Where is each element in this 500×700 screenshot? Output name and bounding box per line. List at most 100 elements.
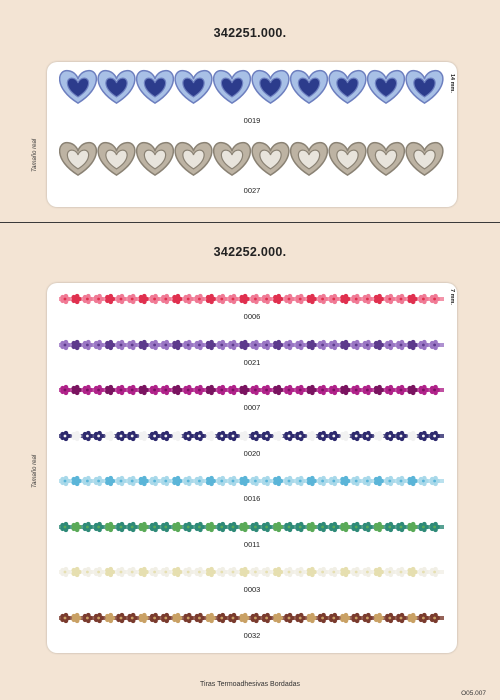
flower-center xyxy=(108,388,112,392)
flower-center xyxy=(310,297,313,301)
flower-petal xyxy=(242,475,248,481)
flower-petal xyxy=(261,480,267,486)
flower-center xyxy=(198,616,201,619)
flower-center xyxy=(410,388,414,392)
flower-petal xyxy=(164,521,170,526)
flower-center xyxy=(332,570,336,574)
flower-center xyxy=(388,570,392,574)
flower-center xyxy=(130,434,134,437)
flower-petal xyxy=(343,566,349,572)
flower-petal xyxy=(60,616,65,622)
flower-center xyxy=(209,479,213,483)
flower-petal xyxy=(265,566,270,572)
flower-center xyxy=(310,388,313,392)
flower-petal xyxy=(217,434,222,440)
flower-petal xyxy=(351,525,357,531)
flower-petal xyxy=(422,475,427,481)
flower-petal xyxy=(105,389,110,395)
flower-petal xyxy=(265,293,270,299)
flower-petal xyxy=(295,434,301,440)
flower-center xyxy=(321,616,324,619)
flower-center xyxy=(220,343,224,346)
flower-petal xyxy=(254,339,259,344)
flower-petal xyxy=(407,616,413,622)
flower-center xyxy=(377,479,380,483)
flower-center xyxy=(433,525,436,528)
flower-center xyxy=(142,570,145,574)
flower-petal xyxy=(276,612,282,617)
flower-petal xyxy=(82,298,88,304)
flower-center xyxy=(332,434,336,437)
heart-inner xyxy=(413,77,436,98)
flower-petal xyxy=(366,612,371,617)
flower-petal xyxy=(138,525,144,531)
flower-petal xyxy=(298,339,304,344)
flower-petal xyxy=(97,384,102,390)
flower-center xyxy=(332,343,336,346)
flower-center xyxy=(298,434,302,437)
flower-petal xyxy=(142,475,147,481)
flower-petal xyxy=(295,525,301,531)
flower-center xyxy=(63,479,67,483)
flower-petal xyxy=(183,616,189,622)
flower-center xyxy=(276,570,280,574)
flower-petal xyxy=(407,525,413,531)
flower-petal xyxy=(239,571,245,577)
flower-petal xyxy=(373,480,379,486)
flower-petal xyxy=(310,612,315,617)
flower-petal xyxy=(254,566,259,572)
flower-center xyxy=(130,297,134,301)
flower-center xyxy=(343,434,347,437)
flower-center xyxy=(175,525,179,528)
flower-petal xyxy=(198,566,203,572)
flower-center xyxy=(198,434,201,437)
flower-petal xyxy=(138,480,144,486)
flower-center xyxy=(220,525,224,528)
flower-petal xyxy=(149,389,155,395)
flower-center xyxy=(97,297,100,301)
flower-petal xyxy=(108,612,114,617)
flower-petal xyxy=(153,339,158,344)
flower-petal xyxy=(228,434,233,440)
flower-petal xyxy=(388,475,394,481)
flower-petal xyxy=(354,566,360,572)
flower-petal xyxy=(242,384,248,390)
flower-petal xyxy=(153,521,158,526)
flower-petal xyxy=(340,525,345,531)
flower-petal xyxy=(209,430,214,435)
flower-petal xyxy=(119,521,125,526)
flower-petal xyxy=(138,571,144,577)
flower-petal xyxy=(429,480,435,486)
flower-petal xyxy=(71,389,77,395)
flower-petal xyxy=(231,521,237,526)
flower-strip-0032 xyxy=(59,612,444,623)
flower-petal xyxy=(63,430,69,435)
flower-center xyxy=(298,388,302,392)
flower-petal xyxy=(97,612,102,617)
flower-center xyxy=(287,616,291,619)
flower-petal xyxy=(242,293,248,299)
flower-center xyxy=(276,297,280,301)
flower-center xyxy=(422,343,425,346)
flower-center xyxy=(254,434,257,437)
flower-petal xyxy=(186,384,192,390)
flower-center xyxy=(254,388,257,392)
flower-center xyxy=(422,297,425,301)
flower-petal xyxy=(351,571,357,577)
flower-petal xyxy=(60,389,65,395)
flower-petal xyxy=(340,571,345,577)
flower-petal xyxy=(317,571,323,577)
flower-center xyxy=(231,570,235,574)
flower-center xyxy=(310,570,313,574)
flower-center xyxy=(74,570,78,574)
flower-petal xyxy=(164,293,170,299)
flower-strip-0011 xyxy=(59,521,444,532)
flower-center xyxy=(63,570,67,574)
flower-center xyxy=(164,525,168,528)
heart-inner xyxy=(182,77,205,98)
flower-center xyxy=(175,616,179,619)
flower-center xyxy=(265,570,268,574)
flower-petal xyxy=(209,566,214,572)
flower-center xyxy=(433,297,436,301)
flower-center xyxy=(287,388,291,392)
